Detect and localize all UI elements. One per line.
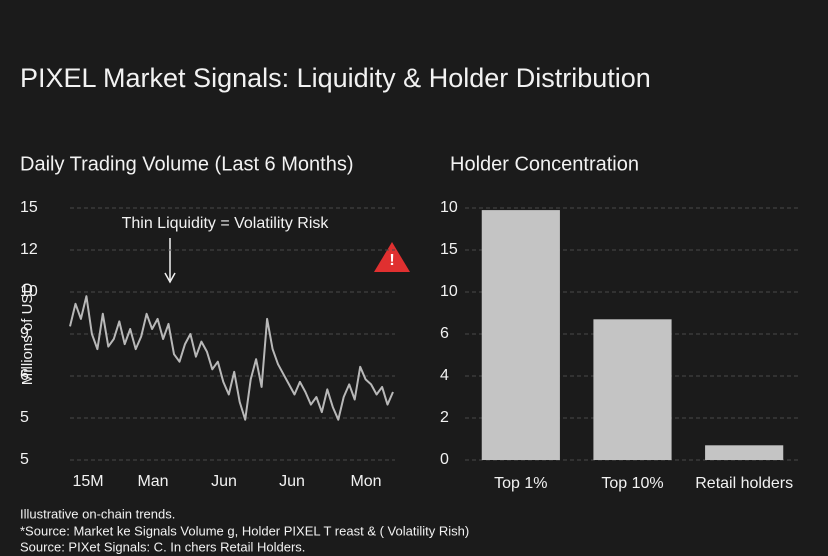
bar <box>705 445 784 460</box>
annotation: Thin Liquidity = Volatility Risk <box>122 215 330 232</box>
warning-mark: ! <box>389 252 394 269</box>
warning-icon <box>374 242 410 272</box>
y-tick-label: 4 <box>440 367 449 384</box>
footer-note: Source: PIXet Signals: C. In chers Retai… <box>20 539 305 554</box>
y-tick-label: 10 <box>20 283 38 300</box>
bar <box>481 210 560 460</box>
bar <box>593 319 672 460</box>
page-title: PIXEL Market Signals: Liquidity & Holder… <box>20 63 651 93</box>
y-tick-label: 2 <box>440 409 449 426</box>
x-tick-label: Retail holders <box>695 475 793 492</box>
x-tick-label: Jun <box>211 473 237 490</box>
annotation-arrowhead <box>164 272 176 284</box>
y-tick-label: 6 <box>20 367 29 384</box>
y-tick-label: 5 <box>20 451 29 468</box>
y-tick-label: 12 <box>20 241 38 258</box>
x-tick-label: Top 1% <box>494 475 547 492</box>
footer-note: *Source: Market ke Signals Volume g, Hol… <box>20 523 469 538</box>
y-tick-label: 0 <box>440 451 449 468</box>
x-tick-label: 15M <box>72 473 103 490</box>
x-tick-label: Man <box>137 473 168 490</box>
y-tick-label: 6 <box>440 325 449 342</box>
y-tick-label: 5 <box>20 409 29 426</box>
x-tick-label: Jun <box>279 473 305 490</box>
y-tick-label: 10 <box>440 199 458 216</box>
y-tick-label: 15 <box>20 199 38 216</box>
y-axis-label: Millions of USD <box>19 283 36 386</box>
chart-title: Holder Concentration <box>450 153 639 175</box>
y-tick-label: 9 <box>20 325 29 342</box>
y-tick-label: 10 <box>440 283 458 300</box>
y-tick-label: 15 <box>440 241 458 258</box>
chart-title: Daily Trading Volume (Last 6 Months) <box>20 153 354 175</box>
x-tick-label: Top 10% <box>601 475 663 492</box>
footer-note: Illustrative on-chain trends. <box>20 506 175 521</box>
x-tick-label: Mon <box>350 473 381 490</box>
volume-line <box>69 295 394 421</box>
